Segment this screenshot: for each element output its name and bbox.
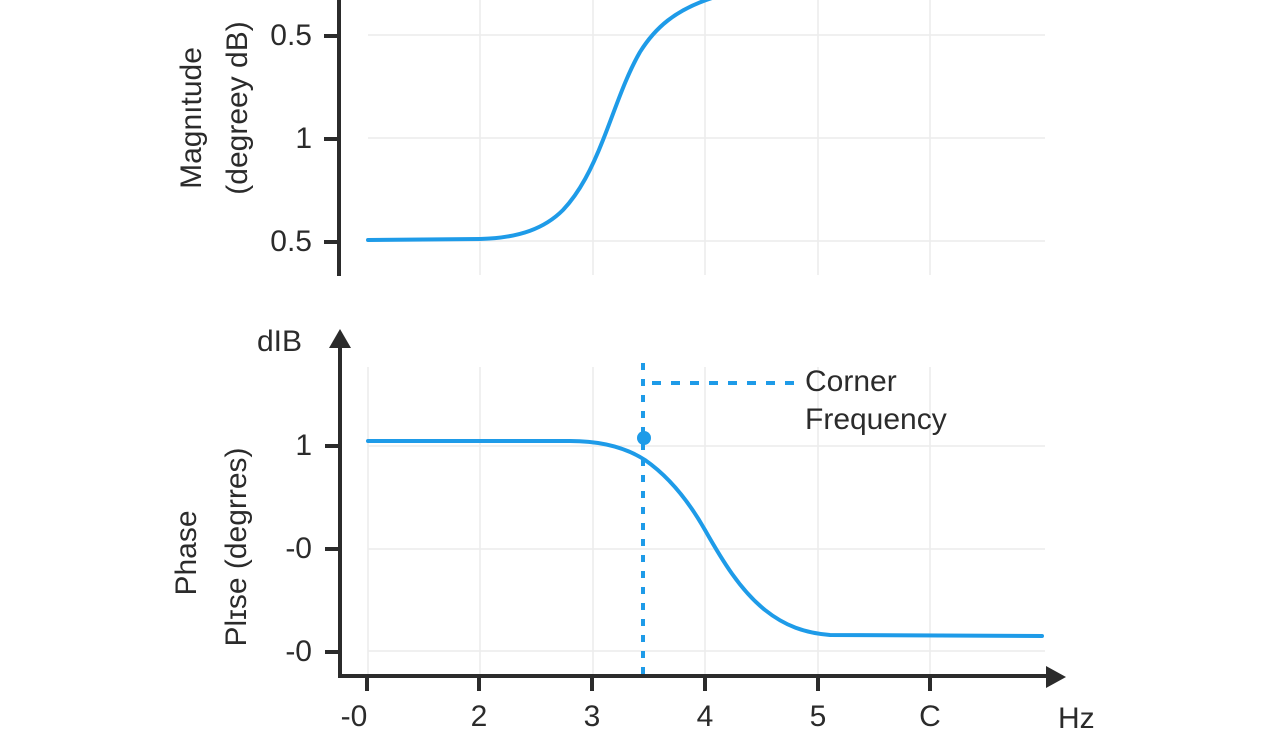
xtick-label: 5 <box>809 700 827 733</box>
corner-frequency-point <box>637 431 651 445</box>
top-ytick-label: 0.5 <box>270 19 312 52</box>
x-axis-arrowhead-icon <box>1046 666 1066 688</box>
top-ytick-label: 1 <box>295 122 312 155</box>
xtick-label: 4 <box>696 700 714 733</box>
bottom-axes <box>325 345 1048 691</box>
corner-frequency-label: Corner Frequency <box>805 363 947 439</box>
xtick-label: -0 <box>340 700 368 733</box>
bottom-ytick-label: -0 <box>285 532 312 565</box>
x-axis-unit-label: Hz <box>1058 702 1095 735</box>
magnitude-curve <box>366 0 713 242</box>
corner-frequency-marker <box>641 363 795 676</box>
y-axis-arrowhead-icon <box>329 329 351 348</box>
bottom-ytick-label: 1 <box>295 429 312 462</box>
corner-frequency-label-line2: Frequency <box>805 403 947 436</box>
top-ytick-label: 0.5 <box>270 225 312 258</box>
top-y-axis <box>324 0 341 276</box>
corner-frequency-label-line1: Corner <box>805 365 897 398</box>
phase-axis-label: Phase <box>170 510 203 596</box>
top-grid <box>368 0 1045 275</box>
bottom-grid <box>367 367 1045 676</box>
magnitude-axis-label: Magnıtude <box>175 47 208 189</box>
xtick-label: C <box>919 700 941 733</box>
phase-unit-label: dIB <box>257 325 303 358</box>
bode-plot-canvas <box>324 0 1066 691</box>
phase-curve <box>366 439 1044 638</box>
bottom-ytick-label: -0 <box>285 635 312 668</box>
xtick-label: 2 <box>470 700 488 733</box>
xtick-label: 3 <box>583 700 601 733</box>
